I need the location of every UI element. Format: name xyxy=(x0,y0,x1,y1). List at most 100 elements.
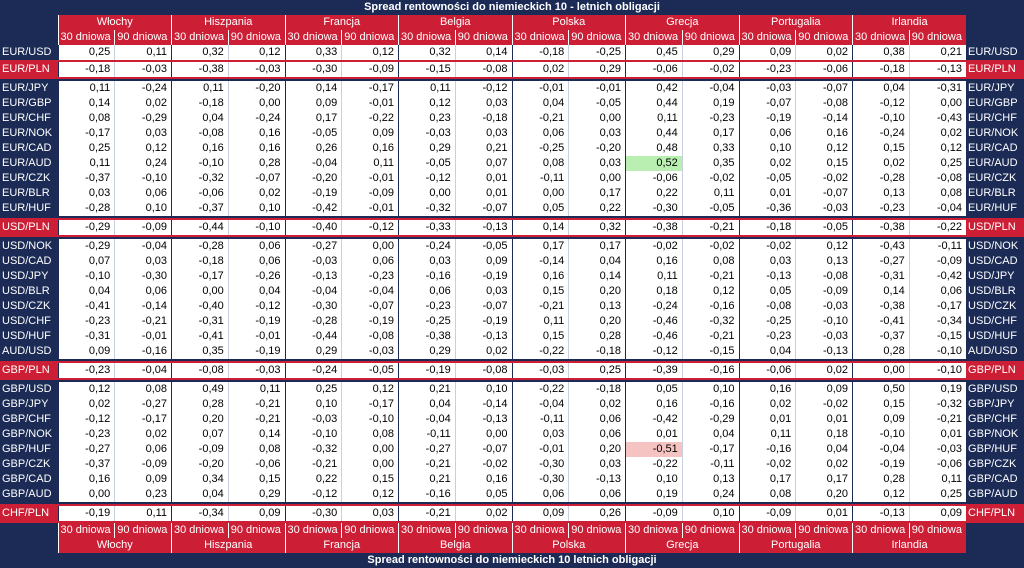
value-cell: -0,08 xyxy=(795,96,853,111)
value-cell: -0,13 xyxy=(852,504,910,523)
row-label-left: GBP/JPY xyxy=(0,397,58,412)
value-cell: 0,03 xyxy=(454,96,513,111)
value-cell: -0,28 xyxy=(284,314,342,329)
value-cell: -0,03 xyxy=(284,412,342,427)
value-cell: -0,34 xyxy=(908,314,967,329)
value-cell: 0,03 xyxy=(568,457,626,472)
row-label-left: EUR/GBP xyxy=(0,96,58,111)
group-gap xyxy=(0,379,1024,382)
row-label-left: GBP/USD xyxy=(0,382,58,397)
value-cell: -0,21 xyxy=(398,504,456,523)
value-cell: 0,19 xyxy=(681,96,740,111)
value-cell: 0,09 xyxy=(114,472,172,487)
period-header: 90 dniowa xyxy=(341,30,399,45)
row-label-left: EUR/USD xyxy=(0,45,58,61)
value-cell: -0,06 xyxy=(227,457,285,472)
table-row: EUR/CAD 0,25 0,12 0,16 0,16 0,26 0,16 0,29 0,21-… xyxy=(0,141,1024,156)
value-cell: 0,02 xyxy=(852,156,910,171)
value-cell: 0,12 xyxy=(681,284,740,299)
value-cell: -0,25 xyxy=(738,314,796,329)
value-cell: 0,03 xyxy=(568,156,626,171)
value-cell: -0,32 xyxy=(171,171,229,186)
row-label-right: USD/NOK xyxy=(966,239,1024,254)
value-cell: -0,38 xyxy=(852,299,910,314)
value-cell: 0,07 xyxy=(171,427,229,442)
value-cell: 0,21 xyxy=(908,45,967,61)
value-cell: 0,04 xyxy=(171,111,229,126)
value-cell: -0,15 xyxy=(398,60,456,79)
value-cell: 0,35 xyxy=(171,344,229,359)
value-cell: 0,05 xyxy=(454,487,513,502)
value-cell: -0,37 xyxy=(171,201,229,216)
value-cell: 0,12 xyxy=(114,141,172,156)
row-label-left: USD/BLR xyxy=(0,284,58,299)
value-cell: 0,08 xyxy=(227,442,285,457)
table-row: EUR/GBP 0,14 0,02 -0,18 0,00 0,09 -0,01 0,12 0,0… xyxy=(0,96,1024,111)
value-cell: 0,42 xyxy=(625,81,683,96)
row-label-right: GBP/CHF xyxy=(966,412,1024,427)
value-cell: 0,25 xyxy=(908,156,967,171)
value-cell: 0,01 xyxy=(908,427,967,442)
value-cell: -0,13 xyxy=(795,344,853,359)
value-cell: -0,04 xyxy=(398,412,456,427)
value-cell: -0,05 xyxy=(341,361,399,380)
value-cell: -0,29 xyxy=(57,218,115,237)
value-cell: 0,24 xyxy=(114,156,172,171)
value-cell: -0,27 xyxy=(114,397,172,412)
period-header: 90 dniowa xyxy=(227,522,285,538)
row-label-left: USD/CZK xyxy=(0,299,58,314)
value-cell: -0,13 xyxy=(454,329,513,344)
value-cell: -0,23 xyxy=(398,299,456,314)
value-cell: -0,01 xyxy=(341,171,399,186)
value-cell: 0,11 xyxy=(908,472,967,487)
value-cell: -0,29 xyxy=(114,111,172,126)
value-cell: 0,04 xyxy=(738,344,796,359)
value-cell: 0,05 xyxy=(738,284,796,299)
value-cell: -0,12 xyxy=(454,81,513,96)
value-cell: 0,06 xyxy=(511,126,569,141)
value-cell: -0,09 xyxy=(738,504,796,523)
group-gap-cell xyxy=(0,236,1024,239)
value-cell: 0,08 xyxy=(114,382,172,397)
value-cell: 0,11 xyxy=(227,382,285,397)
value-cell: 0,00 xyxy=(908,96,967,111)
value-cell: -0,12 xyxy=(57,412,115,427)
value-cell: 0,11 xyxy=(681,186,740,201)
value-cell: 0,03 xyxy=(568,126,626,141)
corner-cell xyxy=(0,522,58,538)
value-cell: -0,24 xyxy=(284,361,342,380)
table-row: EUR/NOK -0,17 0,03 -0,08 0,16 -0,05 0,09 -0,03 0… xyxy=(0,126,1024,141)
value-cell: 0,08 xyxy=(738,487,796,502)
value-cell: 0,17 xyxy=(568,239,626,254)
value-cell: 0,01 xyxy=(795,504,853,523)
country-header: Irlandia xyxy=(852,15,967,30)
value-cell: 0,16 xyxy=(511,269,569,284)
row-label-right: EUR/BLR xyxy=(966,186,1024,201)
value-cell: -0,06 xyxy=(625,60,683,79)
value-cell: -0,10 xyxy=(114,171,172,186)
value-cell: 0,16 xyxy=(625,397,683,412)
corner-cell xyxy=(0,15,58,30)
value-cell: -0,27 xyxy=(284,239,342,254)
value-cell: -0,01 xyxy=(511,81,569,96)
value-cell: 0,16 xyxy=(738,382,796,397)
value-cell: 0,23 xyxy=(114,487,172,502)
value-cell: -0,14 xyxy=(454,397,513,412)
value-cell: 0,09 xyxy=(738,45,796,61)
value-cell: 0,10 xyxy=(625,472,683,487)
period-header: 90 dniowa xyxy=(227,30,285,45)
value-cell: -0,11 xyxy=(511,412,569,427)
row-label-right: EUR/GBP xyxy=(966,96,1024,111)
value-cell: -0,03 xyxy=(795,329,853,344)
value-cell: 0,29 xyxy=(398,344,456,359)
value-cell: 0,01 xyxy=(454,186,513,201)
value-cell: 0,17 xyxy=(681,126,740,141)
value-cell: 0,08 xyxy=(341,427,399,442)
value-cell: 0,08 xyxy=(57,111,115,126)
value-cell: -0,38 xyxy=(852,218,910,237)
value-cell: -0,21 xyxy=(114,314,172,329)
value-cell: -0,14 xyxy=(114,299,172,314)
table-row: EUR/BLR 0,03 0,06 -0,06 0,02 -0,19 -0,09 0,00 0,… xyxy=(0,186,1024,201)
value-cell: 0,02 xyxy=(57,397,115,412)
